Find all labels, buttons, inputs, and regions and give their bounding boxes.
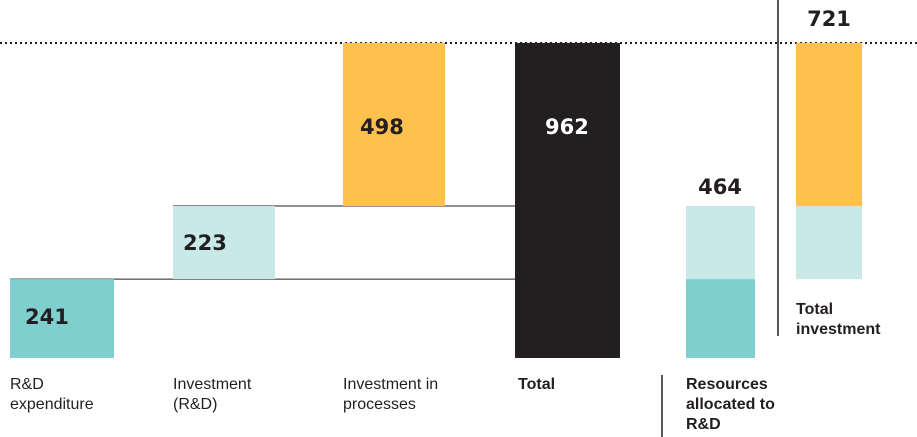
value-label: 241 — [25, 305, 69, 329]
category-label: Total — [518, 376, 556, 393]
bar — [10, 279, 114, 358]
value-label: 721 — [807, 7, 851, 31]
category-label: Total investment — [796, 301, 881, 338]
value-label: 223 — [183, 231, 227, 255]
category-label: Investment in processes — [343, 376, 439, 413]
value-label: 464 — [698, 175, 742, 199]
category-label: Resources allocated to R&D — [686, 376, 775, 433]
category-label: R&D expenditure — [10, 376, 94, 413]
bar-segment — [796, 206, 862, 280]
bar — [515, 42, 620, 358]
bar — [173, 206, 275, 280]
value-label: 498 — [360, 115, 404, 139]
category-label: Investment (R&D) — [173, 376, 252, 413]
bar-segment — [686, 279, 755, 358]
bar — [343, 42, 445, 207]
bar-segment — [686, 206, 755, 280]
bar-segment — [796, 42, 862, 207]
value-label: 962 — [545, 115, 589, 139]
